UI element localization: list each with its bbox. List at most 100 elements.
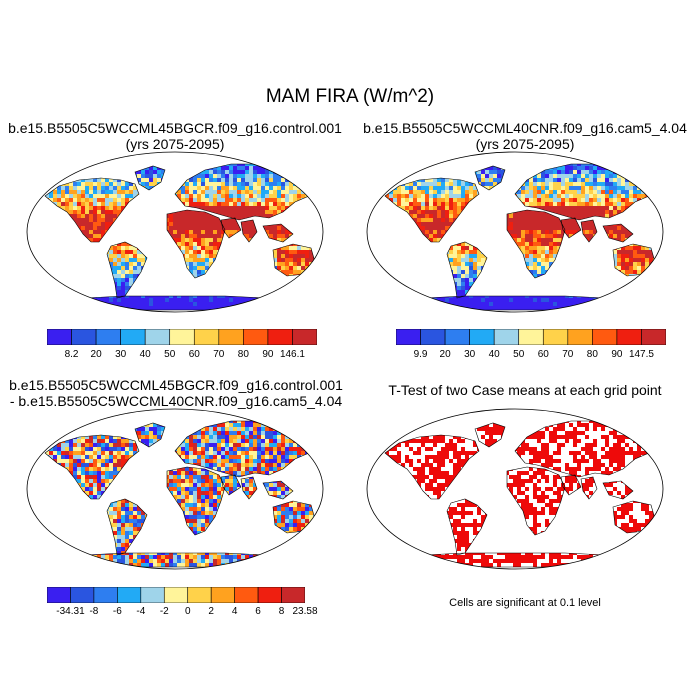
coastline-south-america [106,241,148,299]
coastline-eurasia [174,163,318,221]
colorbar-tick-label: 9.9 [413,349,428,360]
panel2-title-line1: b.e15.B5505C5WCCML40CNR.f09_g16.cam5_4.0… [363,120,687,136]
panel2-title: b.e15.B5505C5WCCML40CNR.f09_g16.cam5_4.0… [350,120,700,152]
colorbar-tick-label: 50 [513,349,525,360]
coastline-eurasia [514,163,658,221]
panel3-title: b.e15.B5505C5WCCML45BGCR.f09_g16.control… [0,377,352,409]
map-border [26,408,324,570]
coastline-se-asia [602,223,634,243]
colorbar-tick-label: 30 [464,349,476,360]
panel1-title: b.e15.B5505C5WCCML45BGCR.f09_g16.control… [0,120,350,152]
colorbar-tick-label: 30 [115,349,127,360]
colorbar-tick-label: -2 [159,606,169,617]
colorbar-tick-label: -6 [112,606,122,617]
colorbar-tick-label: 40 [139,349,151,360]
colorbar-tick-label: -34.31 [56,606,85,617]
colorbar-tick-label: -8 [89,606,99,617]
colorbar-tick-label: 70 [562,349,574,360]
colorbar-swatch [641,329,666,345]
colorbar-swatch [518,329,544,345]
coastline-eurasia [514,420,658,478]
coastline-africa [506,209,566,279]
coastline-se-asia [262,480,294,500]
coastline-south-america [106,498,148,556]
panel4-title-line1: T-Test of two Case means at each grid po… [388,382,662,398]
colorbar-swatch [140,587,165,603]
coastline-north-america [44,434,140,500]
colorbar-tick-label: 60 [188,349,200,360]
map-border [366,408,664,570]
colorbar-difference-labels: -34.31 -8 -6 -4 -2 0 2 4 6 8 23.58 [0,606,350,620]
panel1-title-line2: (yrs 2075-2095) [125,136,225,152]
colorbar-swatch [542,329,569,345]
colorbar-swatch [592,329,618,345]
colorbar-swatch [420,329,446,345]
coastline-antarctica [396,295,638,311]
map-panel-cam5 [366,151,664,313]
coastline-south-america [446,241,488,299]
colorbar-swatch [243,329,269,345]
colorbar-swatch [210,587,235,603]
colorbar-swatch [267,329,293,345]
panel4-title: T-Test of two Case means at each grid po… [350,382,700,398]
coastline-arabia [220,217,242,239]
map-panel-control [26,151,324,313]
colorbar-control [47,329,317,345]
coastline-arabia [560,217,582,239]
coastline-north-america [44,177,140,243]
colorbar-swatch [120,329,146,345]
map-panel-difference [26,408,324,570]
colorbar-swatch [193,329,220,345]
coastline-north-america [384,434,480,500]
colorbar-swatch [567,329,593,345]
colorbar-tick-label: 90 [262,349,274,360]
coastline-africa [506,466,566,536]
coastline-africa [166,209,226,279]
coastline-india [580,476,598,500]
panel3-title-line2: - b.e15.B5505C5WCCML40CNR.f09_g16.cam5_4… [9,393,343,409]
ttest-significance-note: Cells are significant at 0.1 level [449,597,601,609]
coastline-se-asia [262,223,294,243]
figure-title: MAM FIRA (W/m^2) [265,86,435,107]
coastline-south-america [446,498,488,556]
colorbar-tick-label: 8.2 [64,349,79,360]
colorbar-swatch [493,329,520,345]
colorbar-swatch [144,329,171,345]
colorbar-tick-label: 20 [90,349,102,360]
colorbar-tick-label: 146.1 [279,349,305,360]
coastline-north-america [384,177,480,243]
colorbar-swatch [257,587,282,603]
colorbar-tick-label: -4 [136,606,146,617]
panel2-title-line2: (yrs 2075-2095) [475,136,575,152]
colorbar-swatch [47,329,72,345]
coastline-arabia [220,474,242,496]
colorbar-cam5 [396,329,666,345]
colorbar-swatch [117,587,142,603]
colorbar-tick-label: 4 [231,606,238,617]
colorbar-tick-label: 2 [208,606,214,617]
colorbar-swatch [169,329,195,345]
coastline-greenland [474,422,506,448]
coastline-arabia [560,474,582,496]
coastline-india [240,476,258,500]
colorbar-swatch [396,329,421,345]
colorbar-swatch [444,329,470,345]
colorbar-tick-label: 6 [255,606,261,617]
panel1-title-line1: b.e15.B5505C5WCCML45BGCR.f09_g16.control… [8,120,342,136]
map-border [366,151,664,313]
colorbar-tick-label: 80 [586,349,598,360]
colorbar-swatch [187,587,212,603]
colorbar-tick-label: 147.5 [628,349,654,360]
colorbar-swatch [95,329,121,345]
colorbar-swatch [281,587,305,603]
colorbar-tick-label: 60 [537,349,549,360]
colorbar-swatch [469,329,495,345]
colorbar-swatch [70,587,95,603]
colorbar-control-labels: 8.2 20 30 40 50 60 70 80 90 146.1 [0,349,350,363]
map-border [26,151,324,313]
colorbar-tick-label: 0 [184,606,191,617]
colorbar-tick-label: 20 [439,349,451,360]
coastline-antarctica [56,295,298,311]
coastline-antarctica [396,552,638,568]
coastline-eurasia [174,420,318,478]
